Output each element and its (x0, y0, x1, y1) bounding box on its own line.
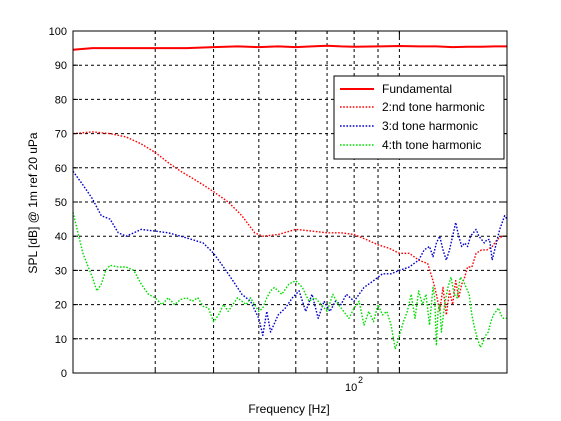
legend-label-fundamental: Fundamental (382, 82, 452, 96)
y-tick-label-100: 100 (49, 26, 67, 38)
legend-entry-3rd-harmonic: 3:d tone harmonic (340, 119, 478, 133)
series-2-nd-tone-harmonic (72, 131, 507, 316)
legend-entry-fundamental: Fundamental (340, 82, 452, 96)
y-tick-label-90: 90 (55, 60, 67, 72)
y-tick-label-10: 10 (55, 334, 67, 346)
y-tick-label-40: 40 (55, 231, 67, 243)
y-tick-label-20: 20 (55, 300, 67, 312)
y-tick-label-30: 30 (55, 265, 67, 277)
legend-entry-2nd-harmonic: 2:nd tone harmonic (340, 100, 485, 114)
x-tick-exponent: 2 (358, 375, 363, 385)
x-tick-label-100: 10 2 (345, 375, 363, 394)
y-axis-label: SPL [dB] @ 1m ref 20 uPa (26, 132, 40, 273)
y-tick-labels: 0 10 20 30 40 50 60 70 80 90 100 (49, 26, 67, 380)
legend-entry-4th-harmonic: 4:th tone harmonic (340, 138, 481, 152)
legend-label-2nd-harmonic: 2:nd tone harmonic (382, 100, 485, 114)
legend: Fundamental 2:nd tone harmonic 3:d tone … (333, 75, 505, 160)
legend-label-4th-harmonic: 4:th tone harmonic (382, 138, 481, 152)
legend-label-3rd-harmonic: 3:d tone harmonic (382, 119, 478, 133)
y-tick-label-50: 50 (55, 197, 67, 209)
y-tick-label-80: 80 (55, 94, 67, 106)
x-tick-base: 10 (345, 382, 357, 394)
series-layer (72, 44, 508, 350)
y-tick-label-70: 70 (55, 129, 67, 141)
x-axis-label: Frequency [Hz] (248, 402, 329, 416)
series-4-th-tone-harmonic (72, 212, 507, 350)
series-fundamental (72, 44, 507, 51)
y-tick-label-0: 0 (61, 368, 67, 380)
y-tick-label-60: 60 (55, 163, 67, 175)
